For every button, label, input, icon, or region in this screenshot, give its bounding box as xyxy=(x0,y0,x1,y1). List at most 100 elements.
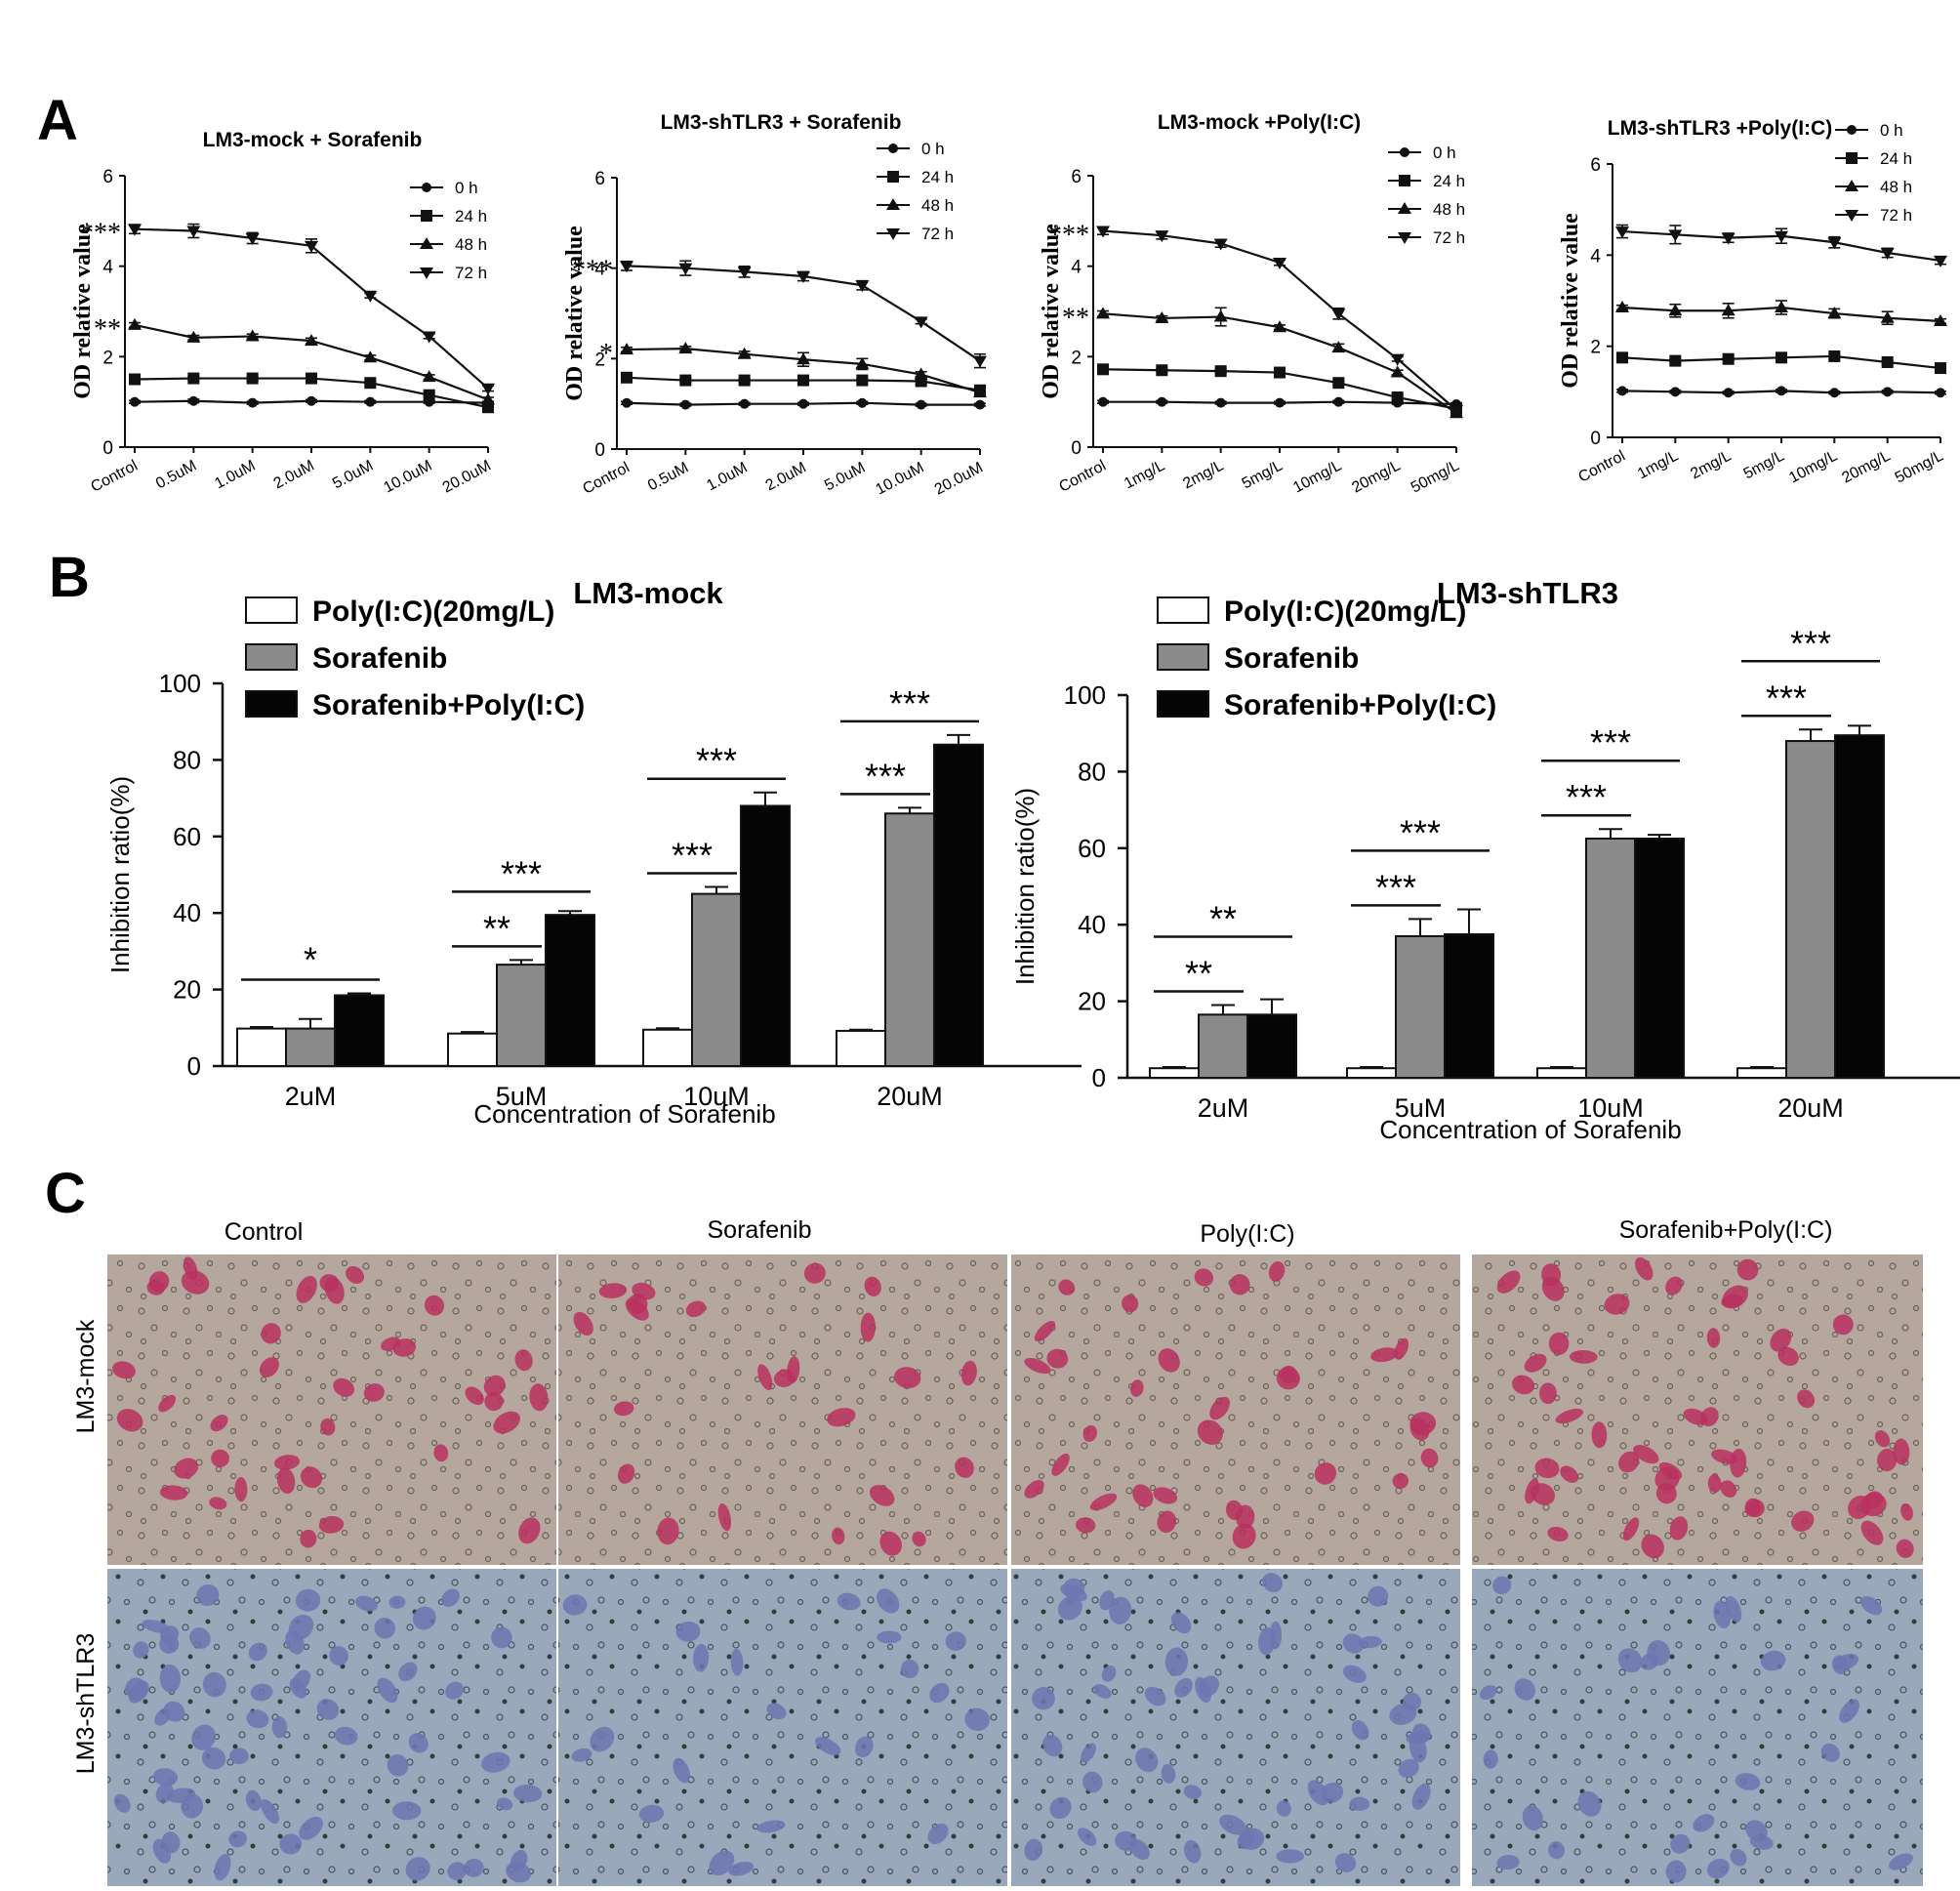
data-point xyxy=(737,267,752,279)
data-point xyxy=(621,371,633,384)
data-point xyxy=(187,372,200,385)
stained-cell xyxy=(1896,1539,1914,1558)
stained-cell xyxy=(1058,1279,1076,1295)
stained-cell xyxy=(189,1627,211,1649)
stained-cell xyxy=(514,1349,533,1372)
data-point xyxy=(1615,226,1629,239)
stained-cell xyxy=(1736,1258,1759,1281)
stained-cell xyxy=(1197,1419,1223,1445)
stained-cell xyxy=(1024,1357,1051,1375)
x-tick-label: 2mg/L xyxy=(1688,447,1734,482)
significance-annotation: ** xyxy=(94,314,121,345)
stained-cell xyxy=(598,1283,628,1298)
stained-cell xyxy=(334,1726,358,1746)
data-point xyxy=(246,372,259,385)
stained-cell xyxy=(1174,1677,1193,1698)
stained-cell xyxy=(1744,1498,1762,1517)
data-point xyxy=(364,377,377,390)
stained-cell xyxy=(1276,1367,1300,1390)
stained-cell xyxy=(201,1747,226,1770)
stained-cell xyxy=(387,1753,409,1777)
series-72-h xyxy=(620,260,987,369)
stained-cell xyxy=(209,1497,227,1510)
legend-label: 48 h xyxy=(1880,178,1912,196)
micrograph-col-label-sorafenib: Sorafenib xyxy=(707,1216,811,1244)
data-point xyxy=(1616,351,1628,364)
y-axis-label: OD relative value xyxy=(1039,224,1064,399)
data-point xyxy=(1829,388,1840,398)
data-point xyxy=(1775,230,1788,243)
bar xyxy=(884,812,935,1068)
micrograph-col-label-control: Control xyxy=(225,1218,304,1246)
stained-cell xyxy=(296,1276,317,1303)
data-point xyxy=(1333,396,1344,407)
stained-cell xyxy=(1548,1841,1566,1860)
stained-cell xyxy=(196,1583,220,1606)
stained-cell xyxy=(571,1747,592,1762)
stained-cell xyxy=(1514,1678,1535,1701)
stained-cell xyxy=(1024,1838,1043,1862)
x-tick-label: 2.0uM xyxy=(763,460,809,495)
stained-cell xyxy=(1538,1382,1557,1405)
stained-cell xyxy=(447,1862,467,1880)
micrograph-mock-1 xyxy=(558,1254,1007,1565)
stained-cell xyxy=(1358,1635,1382,1649)
significance-label: *** xyxy=(696,741,737,781)
legend-label: 24 h xyxy=(455,207,487,226)
stained-cell xyxy=(1725,1595,1742,1623)
data-point xyxy=(796,271,810,284)
stained-cell xyxy=(133,1641,149,1659)
stained-cell xyxy=(1860,1520,1884,1545)
x-tick-label: 2uM xyxy=(285,1082,337,1111)
stained-cell xyxy=(1833,1653,1858,1671)
data-point xyxy=(1391,391,1404,404)
stained-cell xyxy=(1547,1526,1569,1542)
stained-cell xyxy=(388,1595,406,1609)
stained-cell xyxy=(1617,1648,1643,1673)
stained-cell xyxy=(481,1751,510,1773)
x-tick-label: 20.0uM xyxy=(932,460,986,499)
bar xyxy=(933,743,984,1067)
stained-cell xyxy=(1342,1665,1367,1683)
stained-cell xyxy=(1409,1734,1427,1763)
data-point xyxy=(1934,314,1947,326)
stained-cell xyxy=(261,1798,279,1825)
micrograph-col-label-polyic: Poly(I:C) xyxy=(1200,1220,1294,1248)
significance-annotation: *** xyxy=(572,255,613,285)
stained-cell xyxy=(496,1797,513,1811)
data-point xyxy=(128,317,142,330)
stained-cell xyxy=(1496,1270,1521,1294)
stained-cell xyxy=(142,1619,171,1633)
stained-cell xyxy=(877,1630,902,1644)
stained-cell xyxy=(288,1614,314,1640)
stained-cell xyxy=(1641,1534,1664,1559)
stained-cell xyxy=(271,1715,288,1739)
stained-cell xyxy=(1239,1828,1265,1850)
x-axis-label: Concentration of Sorafenib xyxy=(1379,1115,1681,1144)
bar xyxy=(1444,933,1494,1079)
data-point xyxy=(1668,304,1683,316)
x-tick-label: Control xyxy=(1575,448,1628,486)
bar xyxy=(1585,838,1636,1079)
data-point xyxy=(1722,352,1735,365)
bar xyxy=(1395,934,1446,1080)
data-point xyxy=(1721,232,1735,245)
y-tick-label: 100 xyxy=(1064,680,1106,710)
legend-label: 0 h xyxy=(1880,121,1903,140)
stained-cell xyxy=(1122,1295,1139,1313)
data-point xyxy=(973,355,987,368)
x-tick-label: 0.5uM xyxy=(153,458,199,493)
stained-cell xyxy=(1900,1502,1913,1521)
chart-title: LM3-shTLR3 + Sorafenib xyxy=(661,111,902,134)
stained-cell xyxy=(1492,1576,1512,1595)
significance-label: *** xyxy=(1400,812,1441,852)
y-tick-label: 2 xyxy=(594,349,605,370)
line-chart-a4: LM3-shTLR3 +Poly(I:C) 0 2 4 6 OD relative val… xyxy=(1558,117,1947,487)
stained-cell xyxy=(424,1295,445,1316)
significance-label: *** xyxy=(889,683,930,723)
y-tick-label: 20 xyxy=(173,975,201,1005)
stained-cell xyxy=(625,1297,649,1321)
data-point xyxy=(856,374,869,387)
stained-cell xyxy=(398,1662,418,1682)
